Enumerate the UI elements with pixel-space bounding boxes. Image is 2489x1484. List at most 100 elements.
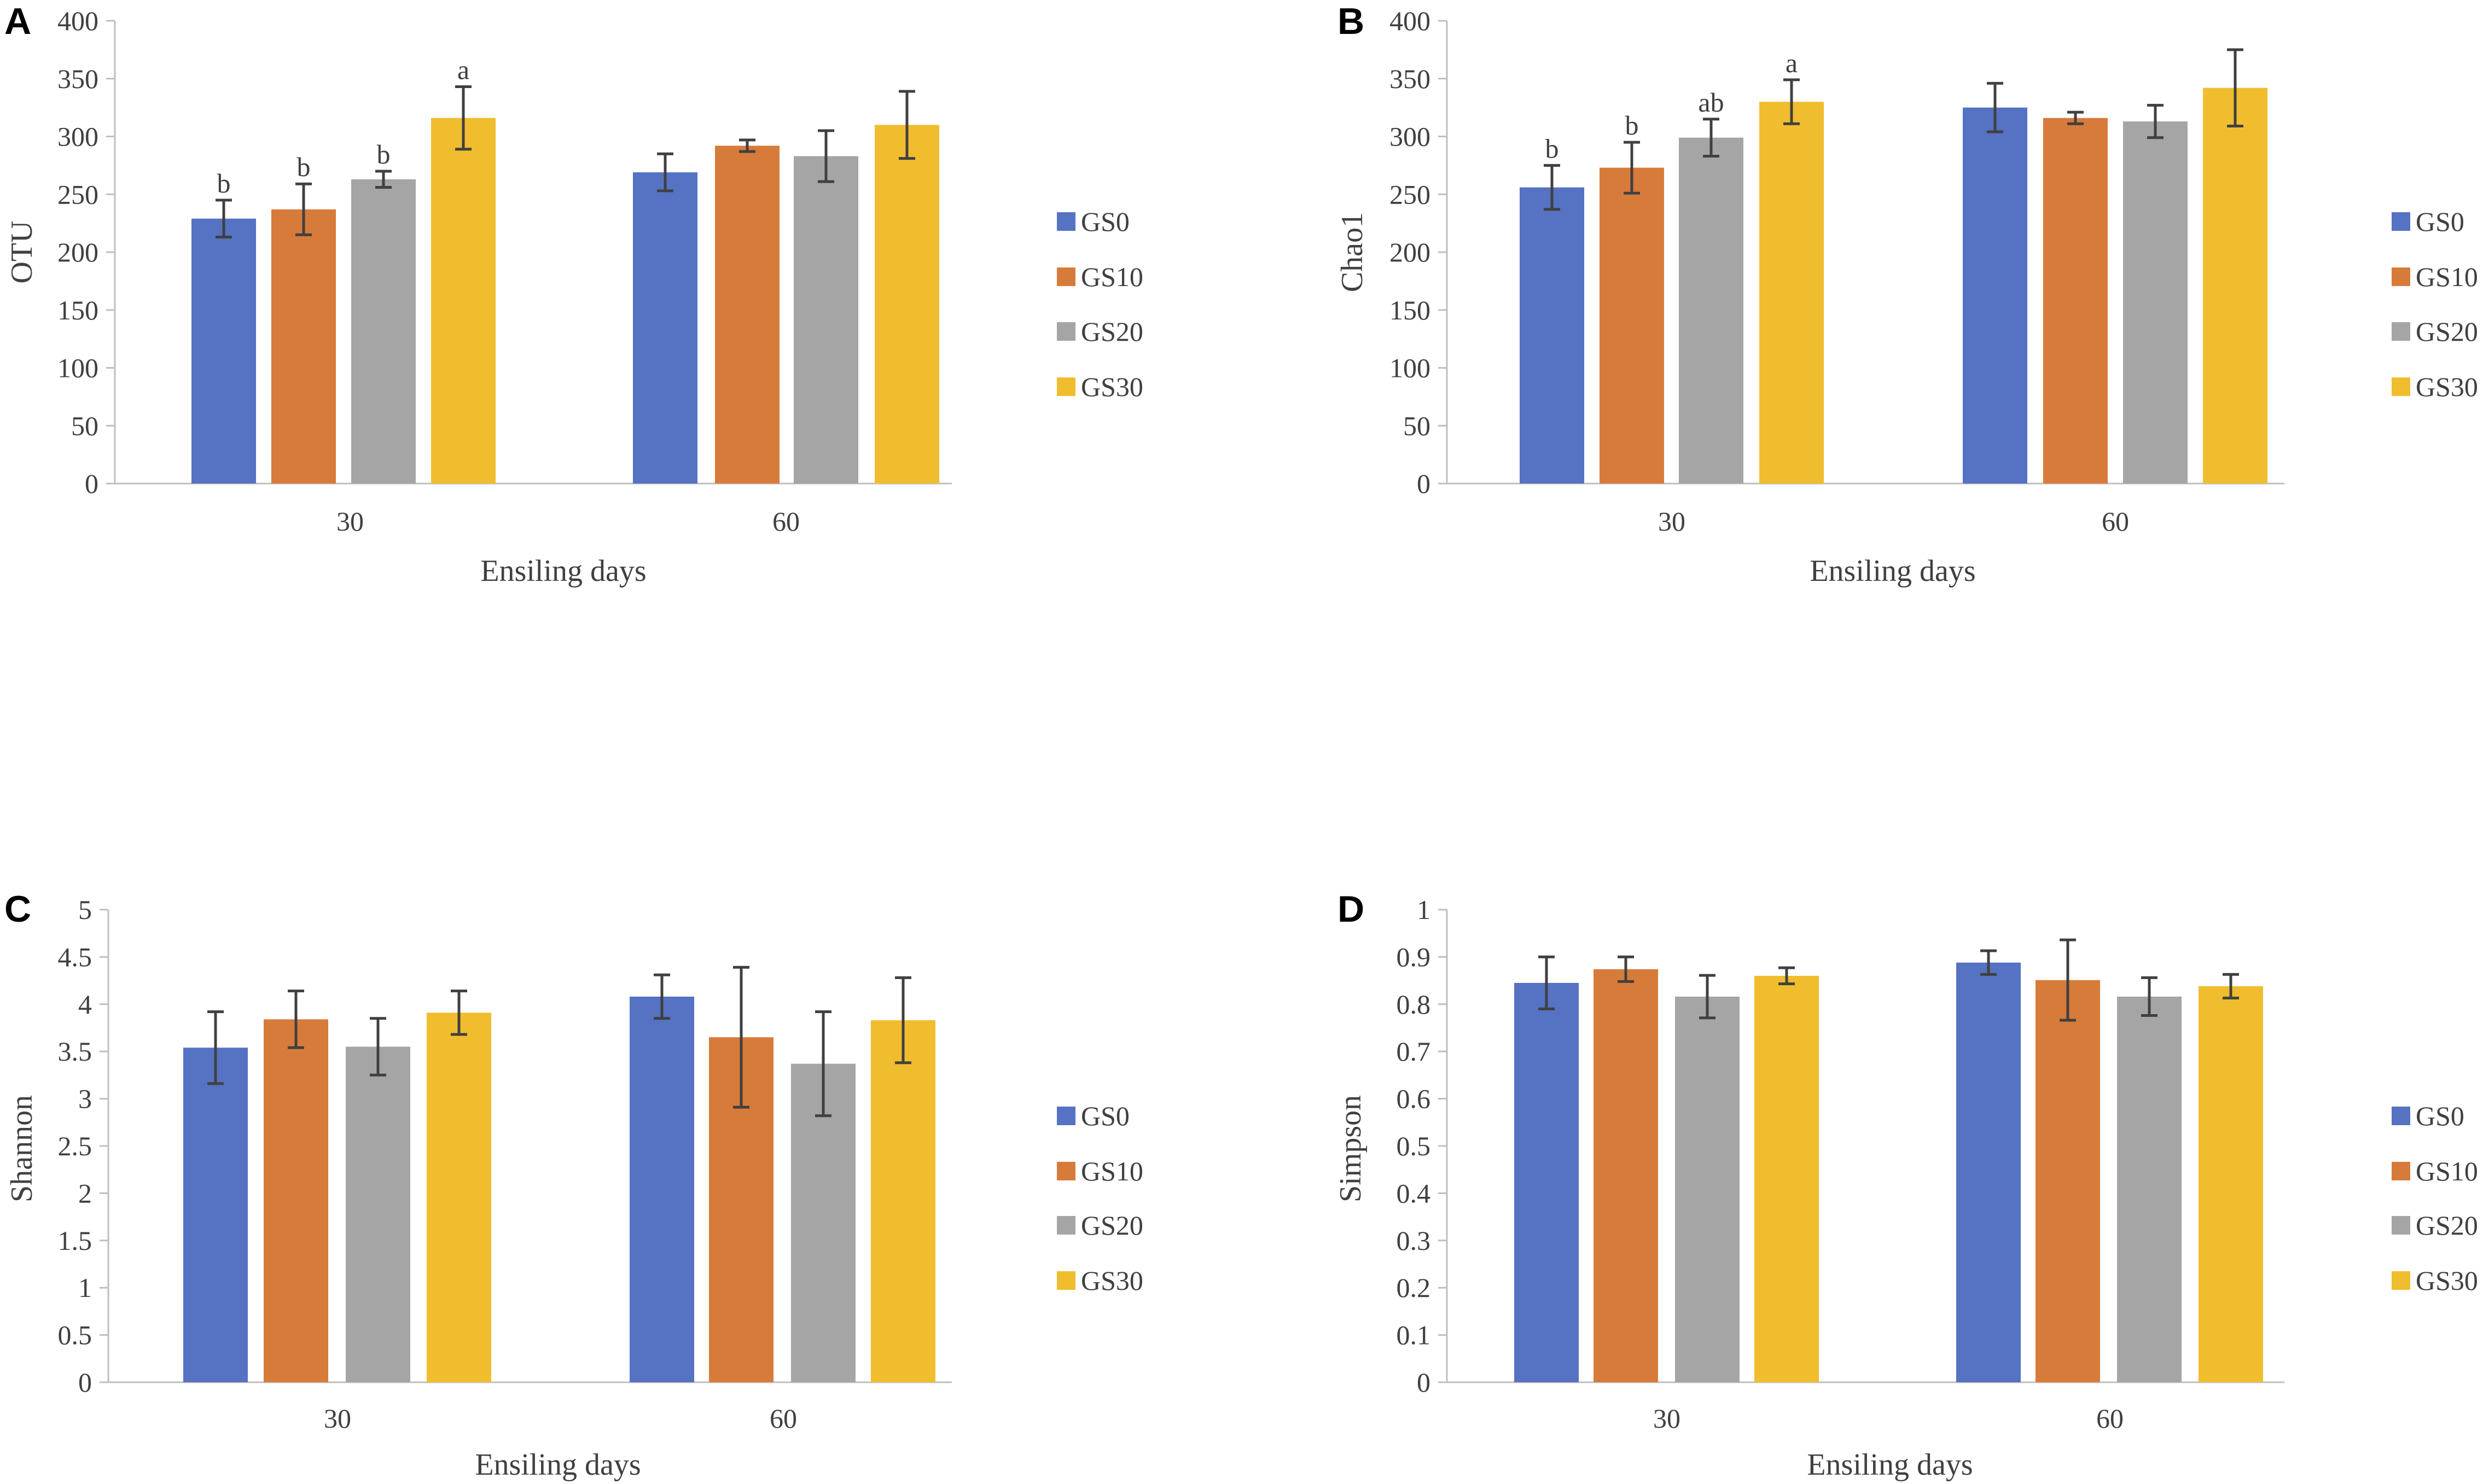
legend-swatch-gs20 [1057,1216,1075,1235]
y-tick-label: 0 [78,1367,92,1398]
y-tick-label: 0 [1417,468,1430,499]
significance-label: b [297,152,311,182]
x-axis-title: Ensiling days [480,554,646,588]
x-tick-label: 30 [324,1403,351,1434]
bar-gs30-day60 [875,125,939,484]
y-tick-label: 0.9 [1397,941,1431,972]
legend-label-gs30: GS30 [2416,1265,2478,1296]
legend-swatch-gs30 [2392,1271,2410,1290]
legend-swatch-gs30 [1057,377,1075,396]
bar-gs0-day60 [630,996,694,1382]
chart-panel-d: D 0 0.1 0.2 0.3 0.4 0.5 0.6 0.7 0.8 0.9 1 30 60 Ensili… [1334,888,2478,1482]
y-tick-label: 50 [71,410,98,441]
y-tick-label: 0.8 [1397,989,1431,1020]
chart-panel-c: C 0 0.5 1 1.5 2 2.5 3 3.5 4 4.5 5 30 60 Ensiling days S… [4,888,1143,1482]
bar-gs10-day30 [1600,167,1664,484]
bar-gs30-day60 [2199,986,2263,1382]
y-tick-label: 350 [57,63,98,94]
bar-gs10-day30 [1594,969,1658,1382]
panel-letter-b: B [1337,1,1364,42]
bar-gs30-day30 [431,118,496,484]
x-tick-label: 60 [2096,1403,2124,1434]
y-tick-label: 350 [1389,63,1430,94]
y-axis-title: Simpson [1334,1095,1368,1202]
x-tick-label: 30 [1658,506,1685,537]
bar-gs0-day30 [191,218,256,484]
y-tick-label: 0 [1417,1367,1430,1398]
legend-label-gs10: GS10 [2416,261,2478,292]
y-tick-label: 0.6 [1397,1084,1431,1114]
legend: GS0 GS10 GS20 GS30 [2392,1101,2478,1296]
legend-label-gs10: GS10 [1081,261,1143,292]
y-tick-label: 50 [1403,410,1430,441]
y-tick-label: 5 [78,894,92,925]
x-tick-label: 60 [772,506,800,537]
bar-gs20-day60 [2117,996,2182,1382]
y-tick-label: 100 [1389,353,1430,383]
x-tick-label: 30 [336,506,364,537]
bar-gs30-day60 [871,1020,935,1382]
y-tick-label: 1 [1417,894,1430,925]
legend-label-gs0: GS0 [1081,206,1130,237]
chart-panel-b: B 0 50 100 150 200 250 300 350 400 b b ab a 30 60 Ensili… [1335,1,2478,588]
legend-label-gs20: GS20 [2416,1210,2478,1241]
bar-gs20-day30 [351,179,416,484]
y-tick-label: 0.7 [1397,1036,1431,1067]
legend-swatch-gs10 [2392,267,2410,286]
bar-gs20-day60 [2123,121,2188,484]
significance-label: a [1786,48,1798,78]
legend-swatch-gs0 [1057,212,1075,231]
legend: GS0 GS10 GS20 GS30 [2392,206,2478,402]
legend-swatch-gs0 [2392,1107,2410,1125]
bar-gs20-day30 [1675,996,1740,1382]
legend: GS0 GS10 GS20 GS30 [1057,1101,1143,1296]
x-axis-title: Ensiling days [475,1448,641,1482]
y-tick-label: 3 [78,1084,92,1114]
y-tick-label: 0.5 [58,1320,92,1351]
bar-gs0-day30 [1520,187,1584,484]
y-tick-label: 200 [1389,237,1430,267]
y-tick-label: 150 [1389,295,1430,325]
bar-gs10-day60 [2036,980,2100,1382]
bar-gs30-day30 [1754,975,1819,1382]
x-tick-label: 60 [770,1403,797,1434]
bar-gs30-day60 [2203,88,2267,484]
legend-label-gs0: GS0 [2416,1101,2464,1131]
y-tick-label: 4 [78,989,92,1020]
y-tick-label: 300 [1389,121,1430,152]
bar-gs10-day60 [715,146,780,484]
bar-gs30-day30 [427,1012,491,1382]
significance-label: a [457,55,469,85]
legend-label-gs20: GS20 [2416,316,2478,347]
legend-label-gs0: GS0 [1081,1101,1130,1131]
y-tick-label: 0.3 [1397,1225,1431,1256]
bar-gs30-day30 [1759,102,1824,484]
bar-gs0-day60 [633,172,697,484]
x-tick-label: 60 [2102,506,2129,537]
legend-label-gs10: GS10 [1081,1156,1143,1186]
legend-swatch-gs10 [2392,1162,2410,1180]
legend-label-gs20: GS20 [1081,316,1143,347]
legend-swatch-gs10 [1057,1162,1075,1180]
y-tick-label: 400 [1389,5,1430,36]
y-tick-label: 300 [57,121,98,152]
y-axis-title: Shannon [5,1095,39,1202]
legend-swatch-gs20 [1057,322,1075,341]
panel-letter-d: D [1337,888,1364,930]
y-tick-label: 0.2 [1397,1272,1431,1303]
significance-label: ab [1698,87,1724,118]
x-tick-label: 30 [1653,1403,1680,1434]
significance-label: b [1545,133,1559,164]
bar-gs10-day60 [2043,118,2108,484]
y-axis-title: Chao1 [1335,212,1369,292]
legend: GS0 GS10 GS20 GS30 [1057,206,1143,402]
bar-gs10-day30 [271,209,336,484]
y-tick-label: 0 [85,468,98,499]
x-axis-title: Ensiling days [1810,554,1975,588]
y-tick-label: 200 [57,237,98,267]
bar-gs20-day30 [346,1046,410,1382]
y-tick-label: 250 [1389,179,1430,209]
legend-swatch-gs10 [1057,267,1075,286]
y-tick-label: 4.5 [58,941,92,972]
